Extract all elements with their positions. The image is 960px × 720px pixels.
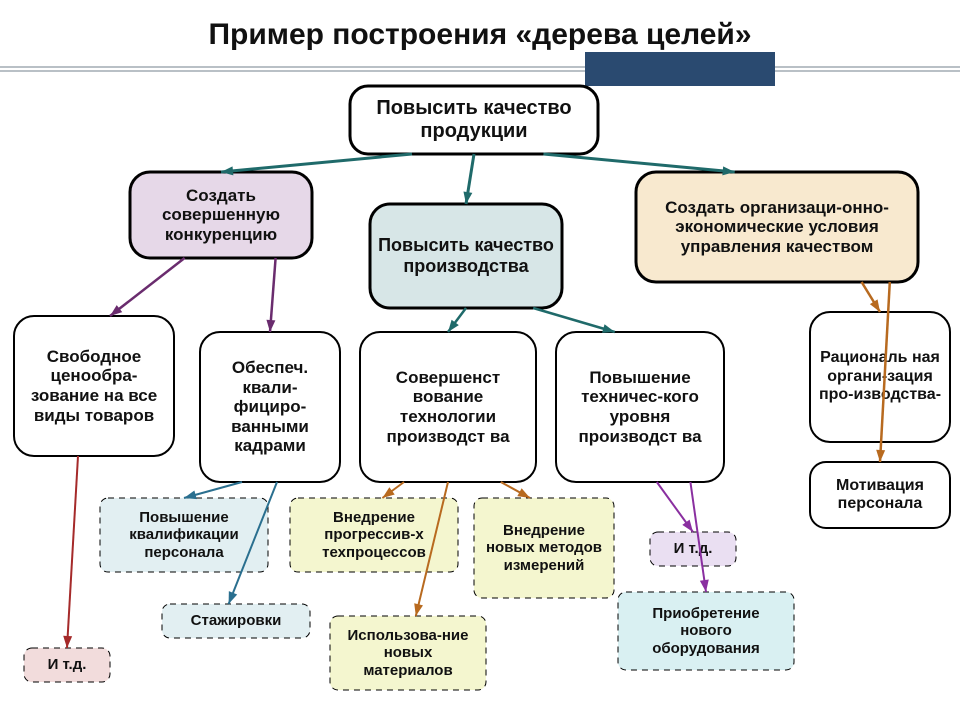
node-l3d: Повышение техничес-кого уровня производс… bbox=[556, 332, 724, 482]
node-root: Повысить качество продукции bbox=[350, 86, 598, 154]
node-l4d: Использова-ние новых материалов bbox=[330, 616, 486, 690]
node-l3f: Мотивация персонала bbox=[810, 462, 950, 528]
node-l2c: Создать организаци-онно-экономические ус… bbox=[636, 172, 918, 282]
node-l4e: Внедрение новых методов измерений bbox=[474, 498, 614, 598]
node-l4b: Стажировки bbox=[162, 604, 310, 638]
page-title: Пример построения «дерева целей» bbox=[0, 18, 960, 52]
node-l3a: Свободное ценообра-зование на все виды т… bbox=[14, 316, 174, 456]
node-l4h: И т.д. bbox=[24, 648, 110, 682]
node-l4f: И т.д. bbox=[650, 532, 736, 566]
node-l2a: Создать совершенную конкуренцию bbox=[130, 172, 312, 258]
node-l3e: Рациональ ная органи-зация про-изводства… bbox=[810, 312, 950, 442]
node-l4a: Повышение квалификации персонала bbox=[100, 498, 268, 572]
node-l4g: Приобретение нового оборудования bbox=[618, 592, 794, 670]
node-l3c: Совершенст вование технологии производст… bbox=[360, 332, 536, 482]
node-l4c: Внедрение прогрессив-х техпроцессов bbox=[290, 498, 458, 572]
node-l2b: Повысить качество производства bbox=[370, 204, 562, 308]
node-l3b: Обеспеч. квали-фициро-ванными кадрами bbox=[200, 332, 340, 482]
